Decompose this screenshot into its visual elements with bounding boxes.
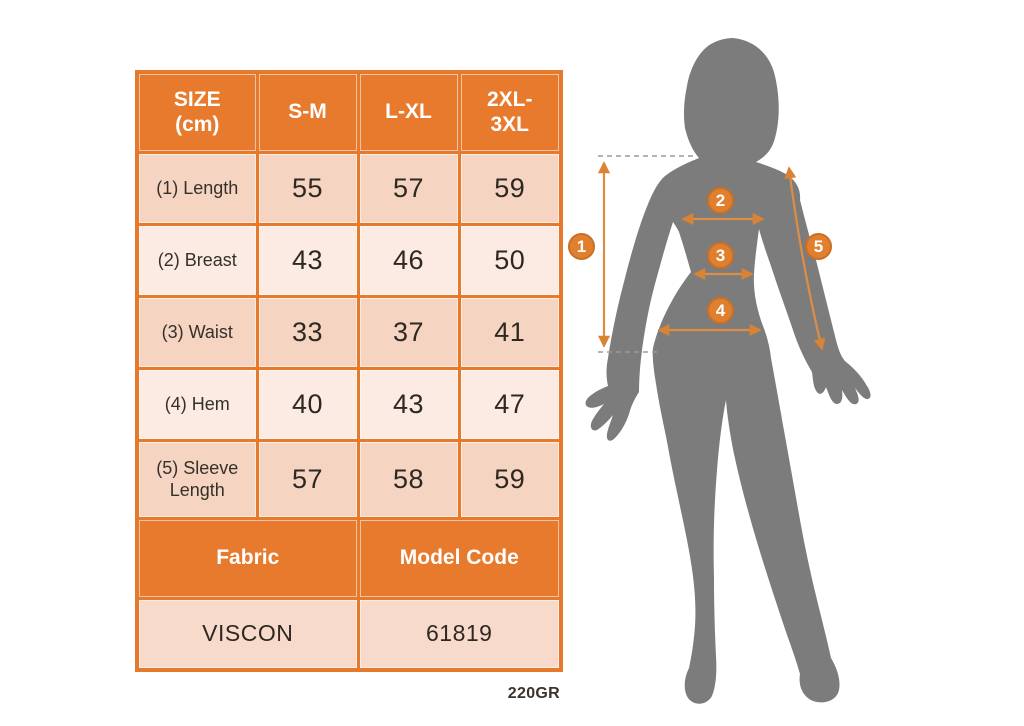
measure-marker-3: 3 (707, 242, 734, 269)
size-chart-table: SIZE (cm) S-M L-XL 2XL- 3XL (1) Length 5… (135, 70, 563, 672)
measure-marker-2: 2 (707, 187, 734, 214)
weight-note: 220GR (507, 685, 560, 702)
cell-value: 43 (356, 366, 461, 442)
row-label: (1) Length (135, 150, 259, 226)
cell-value: 43 (255, 222, 360, 298)
cell-value: 33 (255, 294, 360, 370)
table-row-breast: (2) Breast 43 46 50 (135, 222, 563, 298)
row-label: (5) Sleeve Length (135, 438, 259, 520)
col-header-s-m: S-M (255, 70, 360, 154)
cell-value: 46 (356, 222, 461, 298)
cell-value: 55 (255, 150, 360, 226)
model-code-value: 61819 (356, 596, 563, 672)
cell-value: 37 (356, 294, 461, 370)
cell-value: 40 (255, 366, 360, 442)
cell-value: 58 (356, 438, 461, 520)
sleeve-arrow (784, 166, 826, 351)
cell-value: 41 (457, 294, 563, 370)
woman-silhouette (585, 38, 871, 704)
cell-value: 59 (457, 150, 563, 226)
table-row-hem: (4) Hem 40 43 47 (135, 366, 563, 442)
row-label: (2) Breast (135, 222, 259, 298)
model-code-header: Model Code (356, 516, 563, 600)
cell-value: 59 (457, 438, 563, 520)
cell-value: 57 (356, 150, 461, 226)
table-row-length: (1) Length 55 57 59 (135, 150, 563, 226)
col-header-2xl-3xl: 2XL- 3XL (457, 70, 563, 154)
size-unit-header: SIZE (cm) (135, 70, 259, 154)
measure-marker-4: 4 (707, 297, 734, 324)
measure-marker-1: 1 (568, 233, 595, 260)
row-label: (4) Hem (135, 366, 259, 442)
row-label: (3) Waist (135, 294, 259, 370)
cell-value: 50 (457, 222, 563, 298)
table-row-sleeve-length: (5) Sleeve Length 57 58 59 (135, 438, 563, 520)
cell-value: 57 (255, 438, 360, 520)
measure-marker-5: 5 (805, 233, 832, 260)
fabric-value: VISCON (135, 596, 360, 672)
fabric-header: Fabric (135, 516, 360, 600)
cell-value: 47 (457, 366, 563, 442)
col-header-l-xl: L-XL (356, 70, 461, 154)
table-row-waist: (3) Waist 33 37 41 (135, 294, 563, 370)
